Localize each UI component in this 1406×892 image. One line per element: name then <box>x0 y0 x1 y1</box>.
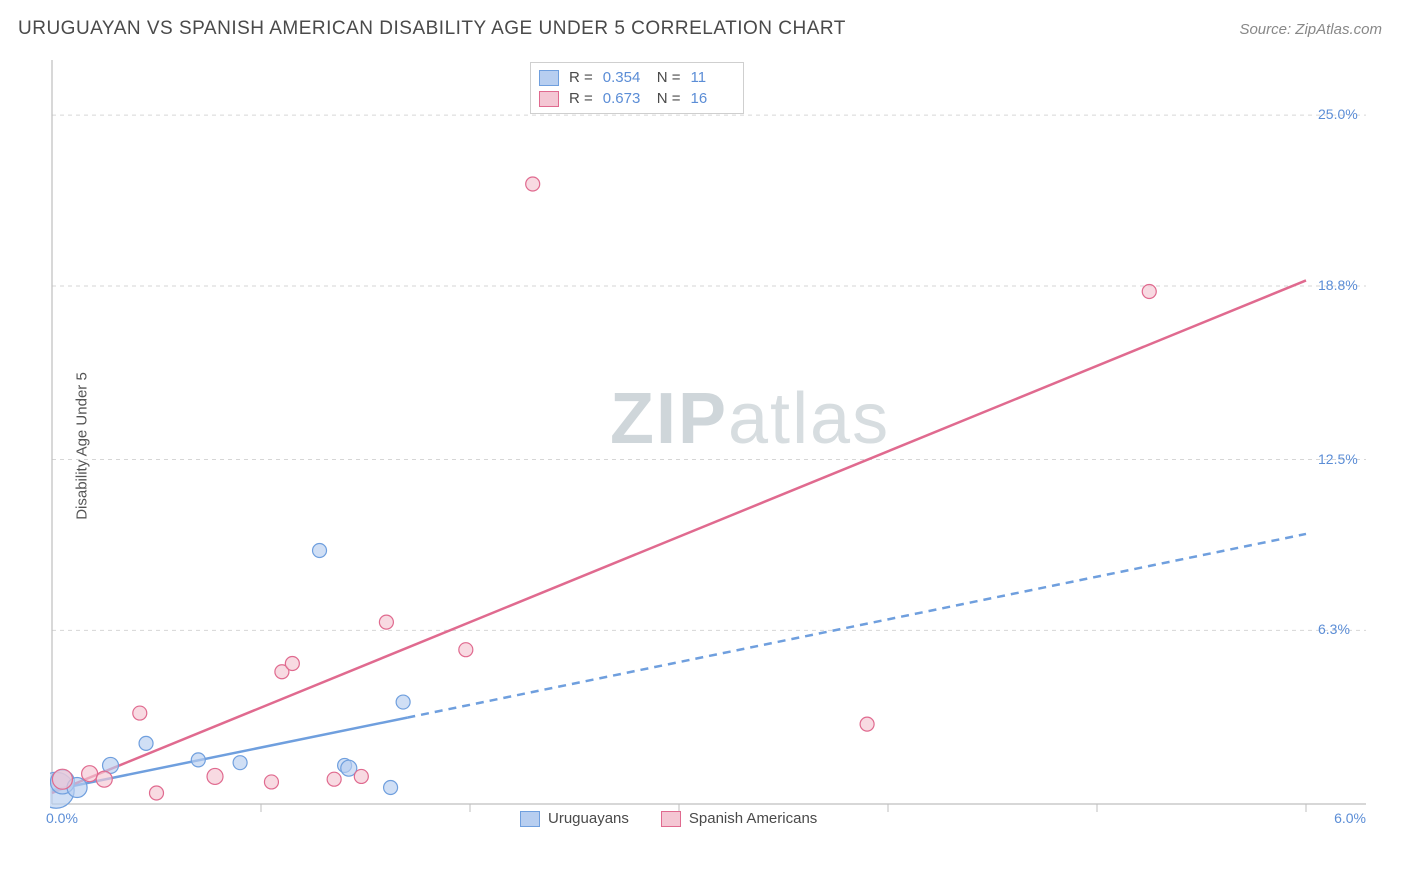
legend-swatch <box>661 811 681 827</box>
legend-swatch <box>520 811 540 827</box>
chart-plot-area: ZIPatlas R = 0.354 N = 11 R = 0.673 N = … <box>50 58 1370 830</box>
correlation-stats-legend: R = 0.354 N = 11 R = 0.673 N = 16 <box>530 62 744 114</box>
y-tick-label: 25.0% <box>1318 106 1358 122</box>
source-attribution: Source: ZipAtlas.com <box>1239 21 1382 38</box>
legend-row: R = 0.673 N = 16 <box>539 88 735 109</box>
y-tick-label: 6.3% <box>1318 621 1350 637</box>
r-value: 0.673 <box>603 90 647 107</box>
chart-title: URUGUAYAN VS SPANISH AMERICAN DISABILITY… <box>18 18 846 40</box>
x-axis-origin-label: 0.0% <box>46 810 78 826</box>
y-tick-label: 18.8% <box>1318 277 1358 293</box>
legend-item: Spanish Americans <box>661 810 817 827</box>
scatter-chart-svg <box>50 58 1370 830</box>
series-legend: Uruguayans Spanish Americans <box>520 810 817 827</box>
legend-label: Uruguayans <box>548 810 629 827</box>
legend-swatch <box>539 70 559 86</box>
y-tick-label: 12.5% <box>1318 451 1358 467</box>
n-value: 16 <box>691 90 735 107</box>
chart-header: URUGUAYAN VS SPANISH AMERICAN DISABILITY… <box>0 0 1406 50</box>
r-value: 0.354 <box>603 69 647 86</box>
legend-item: Uruguayans <box>520 810 629 827</box>
x-axis-max-label: 6.0% <box>1334 810 1366 826</box>
legend-label: Spanish Americans <box>689 810 817 827</box>
legend-swatch <box>539 91 559 107</box>
n-value: 11 <box>691 69 735 86</box>
legend-row: R = 0.354 N = 11 <box>539 67 735 88</box>
